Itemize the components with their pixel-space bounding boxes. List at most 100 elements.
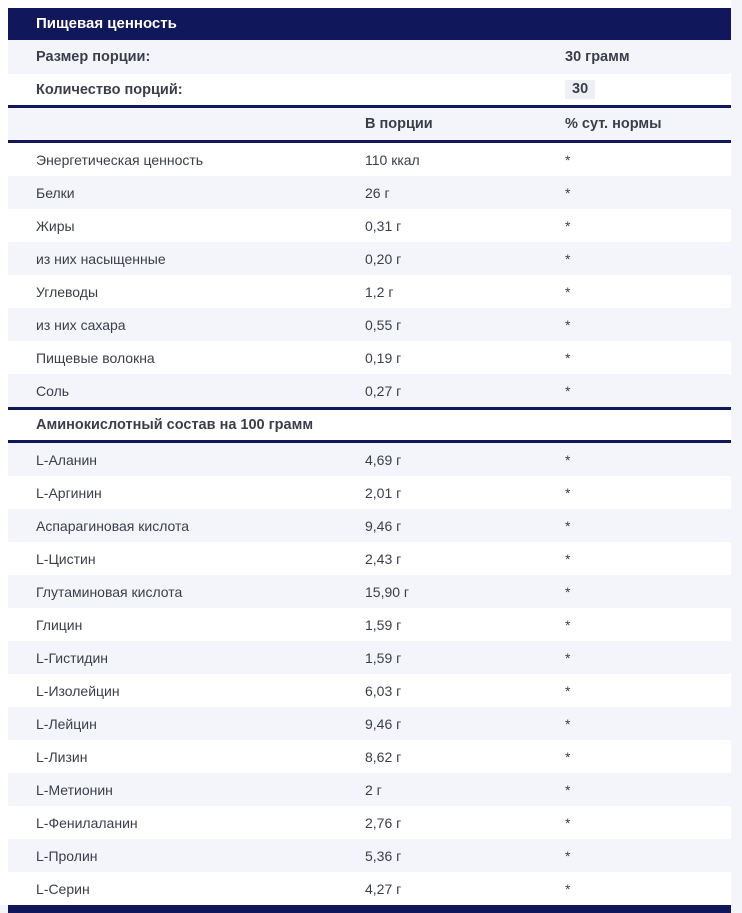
table-title-bar: Пищевая ценность bbox=[8, 8, 731, 40]
cell-value: 2,76 г bbox=[365, 814, 402, 831]
cell-daily: * bbox=[565, 781, 571, 798]
table-row: Углеводы 1,2 г * bbox=[8, 275, 731, 308]
cell-daily: * bbox=[565, 814, 571, 831]
cell-value: 2,01 г bbox=[365, 484, 402, 501]
serving-size-label: Размер порции: bbox=[36, 49, 151, 65]
servings-count-value-box: 30 bbox=[565, 80, 596, 99]
cell-label: из них сахара bbox=[36, 316, 126, 333]
table-row: Жиры 0,31 г * bbox=[8, 209, 731, 242]
cell-value: 8,62 г bbox=[365, 748, 402, 765]
table-row: Соль 0,27 г * bbox=[8, 374, 731, 407]
cell-daily: * bbox=[565, 715, 571, 732]
next-section-bar bbox=[8, 905, 731, 913]
amino-rows-group: L-Аланин 4,69 г * L-Аргинин 2,01 г * Аспарагин… bbox=[8, 443, 731, 905]
cell-value: 6,03 г bbox=[365, 682, 402, 699]
cell-label: Глицин bbox=[36, 616, 83, 633]
table-title: Пищевая ценность bbox=[36, 15, 177, 32]
cell-value: 0,31 г bbox=[365, 217, 402, 234]
cell-value: 1,59 г bbox=[365, 616, 402, 633]
cell-value: 2,43 г bbox=[365, 550, 402, 567]
cell-value: 9,46 г bbox=[365, 715, 402, 732]
column-header-row: В порции % сут. нормы bbox=[8, 105, 731, 143]
cell-value: 110 ккал bbox=[365, 151, 420, 168]
cell-label: L-Пролин bbox=[36, 847, 98, 864]
cell-label: L-Гистидин bbox=[36, 649, 109, 666]
cell-daily: * bbox=[565, 151, 571, 168]
cell-label: L-Цистин bbox=[36, 550, 96, 567]
table-row: L-Аргинин 2,01 г * bbox=[8, 476, 731, 509]
table-row: L-Гистидин 1,59 г * bbox=[8, 641, 731, 674]
cell-value: 0,27 г bbox=[365, 382, 402, 399]
cell-value: 9,46 г bbox=[365, 517, 402, 534]
cell-label: L-Серин bbox=[36, 880, 90, 897]
cell-value: 5,36 г bbox=[365, 847, 402, 864]
cell-label: Энергетическая ценность bbox=[36, 151, 204, 168]
cell-value: 1,59 г bbox=[365, 649, 402, 666]
cell-label: Белки bbox=[36, 184, 75, 201]
cell-daily: * bbox=[565, 316, 571, 333]
cell-value: 26 г bbox=[365, 184, 390, 201]
cell-label: Аспарагиновая кислота bbox=[36, 517, 190, 534]
cell-label: Жиры bbox=[36, 217, 75, 234]
cell-daily: * bbox=[565, 184, 571, 201]
cell-label: L-Аргинин bbox=[36, 484, 102, 501]
amino-section-header-row: Аминокислотный состав на 100 грамм bbox=[8, 407, 731, 443]
cell-daily: * bbox=[565, 616, 571, 633]
servings-count-row: Количество порций: 30 bbox=[8, 74, 731, 105]
cell-value: 1,2 г bbox=[365, 283, 394, 300]
table-row: L-Цистин 2,43 г * bbox=[8, 542, 731, 575]
cell-daily: * bbox=[565, 451, 571, 468]
cell-daily: * bbox=[565, 349, 571, 366]
cell-daily: * bbox=[565, 382, 571, 399]
cell-value: 4,27 г bbox=[365, 880, 402, 897]
table-row: L-Изолейцин 6,03 г * bbox=[8, 674, 731, 707]
amino-section-title: Аминокислотный состав на 100 грамм bbox=[36, 417, 314, 433]
table-row: Аспарагиновая кислота 9,46 г * bbox=[8, 509, 731, 542]
cell-label: L-Фенилаланин bbox=[36, 814, 138, 831]
table-row: Глицин 1,59 г * bbox=[8, 608, 731, 641]
cell-value: 2 г bbox=[365, 781, 382, 798]
cell-daily: * bbox=[565, 217, 571, 234]
cell-value: 0,19 г bbox=[365, 349, 402, 366]
table-row: L-Фенилаланин 2,76 г * bbox=[8, 806, 731, 839]
table-row: из них сахара 0,55 г * bbox=[8, 308, 731, 341]
table-row: L-Лизин 8,62 г * bbox=[8, 740, 731, 773]
cell-value: 15,90 г bbox=[365, 583, 410, 600]
cell-label: из них насыщенные bbox=[36, 250, 166, 267]
cell-daily: * bbox=[565, 880, 571, 897]
servings-count-label: Количество порций: bbox=[36, 81, 183, 98]
cell-label: L-Метионин bbox=[36, 781, 113, 798]
cell-daily: * bbox=[565, 283, 571, 300]
table-row: L-Метионин 2 г * bbox=[8, 773, 731, 806]
page-background-right bbox=[731, 0, 742, 913]
table-row: L-Пролин 5,36 г * bbox=[8, 839, 731, 872]
cell-label: Пищевые волокна bbox=[36, 349, 155, 366]
table-row: Глутаминовая кислота 15,90 г * bbox=[8, 575, 731, 608]
cell-daily: * bbox=[565, 583, 571, 600]
serving-size-value: 30 грамм bbox=[565, 49, 630, 65]
table-row: L-Лейцин 9,46 г * bbox=[8, 707, 731, 740]
serving-size-row: Размер порции: 30 грамм bbox=[8, 40, 731, 74]
cell-daily: * bbox=[565, 484, 571, 501]
cell-daily: * bbox=[565, 748, 571, 765]
cell-label: Глутаминовая кислота bbox=[36, 583, 183, 600]
cell-daily: * bbox=[565, 550, 571, 567]
table-row: L-Аланин 4,69 г * bbox=[8, 443, 731, 476]
cell-label: Углеводы bbox=[36, 283, 99, 300]
nutrition-table: Пищевая ценность Размер порции: 30 грамм… bbox=[8, 8, 731, 913]
cell-label: L-Лизин bbox=[36, 748, 88, 765]
table-row: из них насыщенные 0,20 г * bbox=[8, 242, 731, 275]
cell-daily: * bbox=[565, 649, 571, 666]
column-header-daily-norm: % сут. нормы bbox=[565, 116, 662, 132]
cell-value: 4,69 г bbox=[365, 451, 402, 468]
cell-label: L-Лейцин bbox=[36, 715, 97, 732]
table-row: L-Серин 4,27 г * bbox=[8, 872, 731, 905]
cell-value: 0,55 г bbox=[365, 316, 402, 333]
cell-label: L-Изолейцин bbox=[36, 682, 120, 699]
table-row: Белки 26 г * bbox=[8, 176, 731, 209]
table-row: Энергетическая ценность 110 ккал * bbox=[8, 143, 731, 176]
cell-daily: * bbox=[565, 847, 571, 864]
column-header-in-portion: В порции bbox=[365, 116, 433, 132]
cell-daily: * bbox=[565, 682, 571, 699]
servings-count-value: 30 bbox=[565, 80, 731, 99]
